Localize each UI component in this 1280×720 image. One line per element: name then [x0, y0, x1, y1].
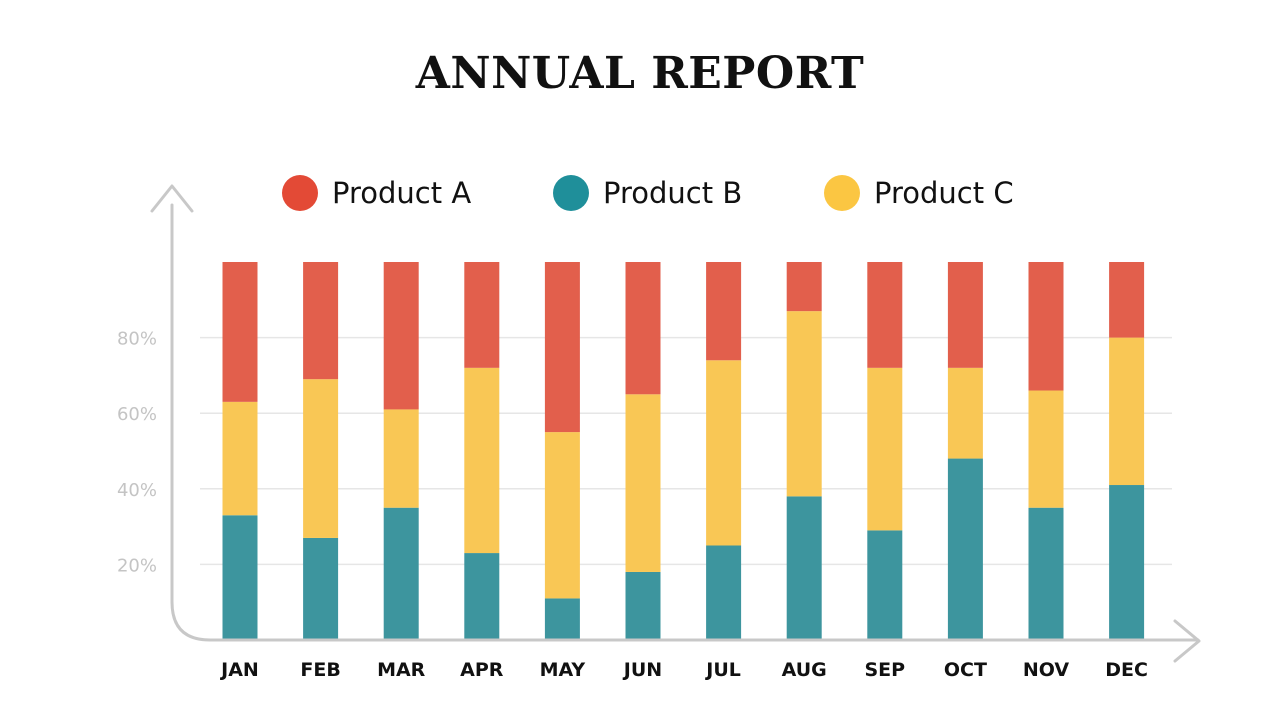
x-tick-label-oct: OCT: [944, 659, 987, 681]
legend: Product A Product B Product C: [0, 168, 1280, 218]
x-axis-labels: JAN FEB MAR APR MAY JUN JUL AUG SEP OCT NOV DEC: [219, 659, 1148, 681]
bar-segment-product-a-jun: [625, 262, 661, 395]
bar-segment-product-a-sep: [867, 262, 903, 368]
bar-segment-product-b-may: [544, 598, 580, 640]
bar-segment-product-b-oct: [947, 458, 983, 640]
bar-segment-product-b-sep: [867, 530, 903, 640]
legend-swatch-product-b: [553, 175, 589, 211]
bar-segment-product-a-mar: [383, 262, 419, 410]
y-tick-label: 80%: [117, 329, 157, 350]
legend-item-product-c: Product C: [824, 168, 1014, 218]
bar-segment-product-b-nov: [1028, 507, 1064, 640]
bar-segment-product-c-nov: [1028, 390, 1064, 508]
x-tick-label-may: MAY: [540, 659, 586, 681]
bar-segment-product-a-aug: [786, 262, 822, 312]
bar-segment-product-b-jan: [222, 515, 258, 640]
bar-segment-product-b-jun: [625, 571, 661, 640]
x-tick-label-aug: AUG: [782, 659, 827, 681]
bar-segment-product-a-may: [544, 262, 580, 433]
bar-segment-product-b-mar: [383, 507, 419, 640]
bar-segment-product-c-oct: [947, 367, 983, 459]
bar-segment-product-c-may: [544, 432, 580, 599]
bar-segment-product-b-jul: [706, 545, 742, 640]
bar-segment-product-c-jun: [625, 394, 661, 572]
bar-segment-product-a-jan: [222, 262, 258, 402]
gridlines: [200, 336, 1172, 566]
legend-label-product-b: Product B: [603, 176, 743, 210]
x-tick-label-apr: APR: [460, 659, 504, 681]
bar-segment-product-c-apr: [464, 367, 500, 554]
y-tick-label: 40%: [117, 480, 157, 501]
x-axis-arrow-icon: [1173, 619, 1201, 663]
legend-swatch-product-a: [282, 175, 318, 211]
y-tick-label: 20%: [117, 555, 157, 576]
bar-segment-product-c-sep: [867, 367, 903, 531]
legend-label-product-a: Product A: [332, 176, 472, 210]
chart-title: ANNUAL REPORT: [415, 48, 865, 99]
bar-segment-product-b-dec: [1109, 485, 1145, 640]
x-tick-label-jun: JUN: [622, 659, 662, 681]
bar-segment-product-a-feb: [303, 262, 339, 380]
x-tick-label-sep: SEP: [865, 659, 906, 681]
legend-swatch-product-c: [824, 175, 860, 211]
bar-segment-product-b-aug: [786, 496, 822, 640]
bar-segment-product-c-jul: [706, 360, 742, 546]
legend-item-product-b: Product B: [553, 168, 742, 218]
bar-segment-product-a-nov: [1028, 262, 1064, 391]
bar-segment-product-c-feb: [303, 379, 339, 538]
bar-segment-product-a-apr: [464, 262, 500, 368]
bar-segment-product-a-jul: [706, 262, 742, 361]
x-tick-label-jul: JUL: [704, 659, 741, 681]
x-tick-label-feb: FEB: [300, 659, 340, 681]
bar-segment-product-a-dec: [1109, 262, 1145, 338]
legend-item-product-a: Product A: [282, 168, 471, 218]
bar-segment-product-c-aug: [786, 311, 822, 497]
y-tick-label: 60%: [117, 404, 157, 425]
legend-label-product-c: Product C: [874, 176, 1014, 210]
bar-segment-product-b-feb: [303, 537, 339, 640]
x-tick-label-mar: MAR: [377, 659, 426, 681]
y-axis-line: [170, 203, 1200, 642]
axes: [150, 184, 1201, 663]
bar-segment-product-c-jan: [222, 401, 258, 516]
bar-segment-product-c-dec: [1109, 337, 1145, 486]
x-tick-label-nov: NOV: [1023, 659, 1070, 681]
x-tick-label-jan: JAN: [219, 659, 259, 681]
bar-segment-product-c-mar: [383, 409, 419, 508]
bars: [222, 262, 1145, 640]
y-axis-arrow-icon: [150, 184, 194, 213]
bar-segment-product-a-oct: [947, 262, 983, 368]
y-axis-ticks: 20% 40% 60% 80%: [117, 329, 157, 577]
bar-segment-product-b-apr: [464, 553, 500, 640]
x-tick-label-dec: DEC: [1105, 659, 1148, 681]
